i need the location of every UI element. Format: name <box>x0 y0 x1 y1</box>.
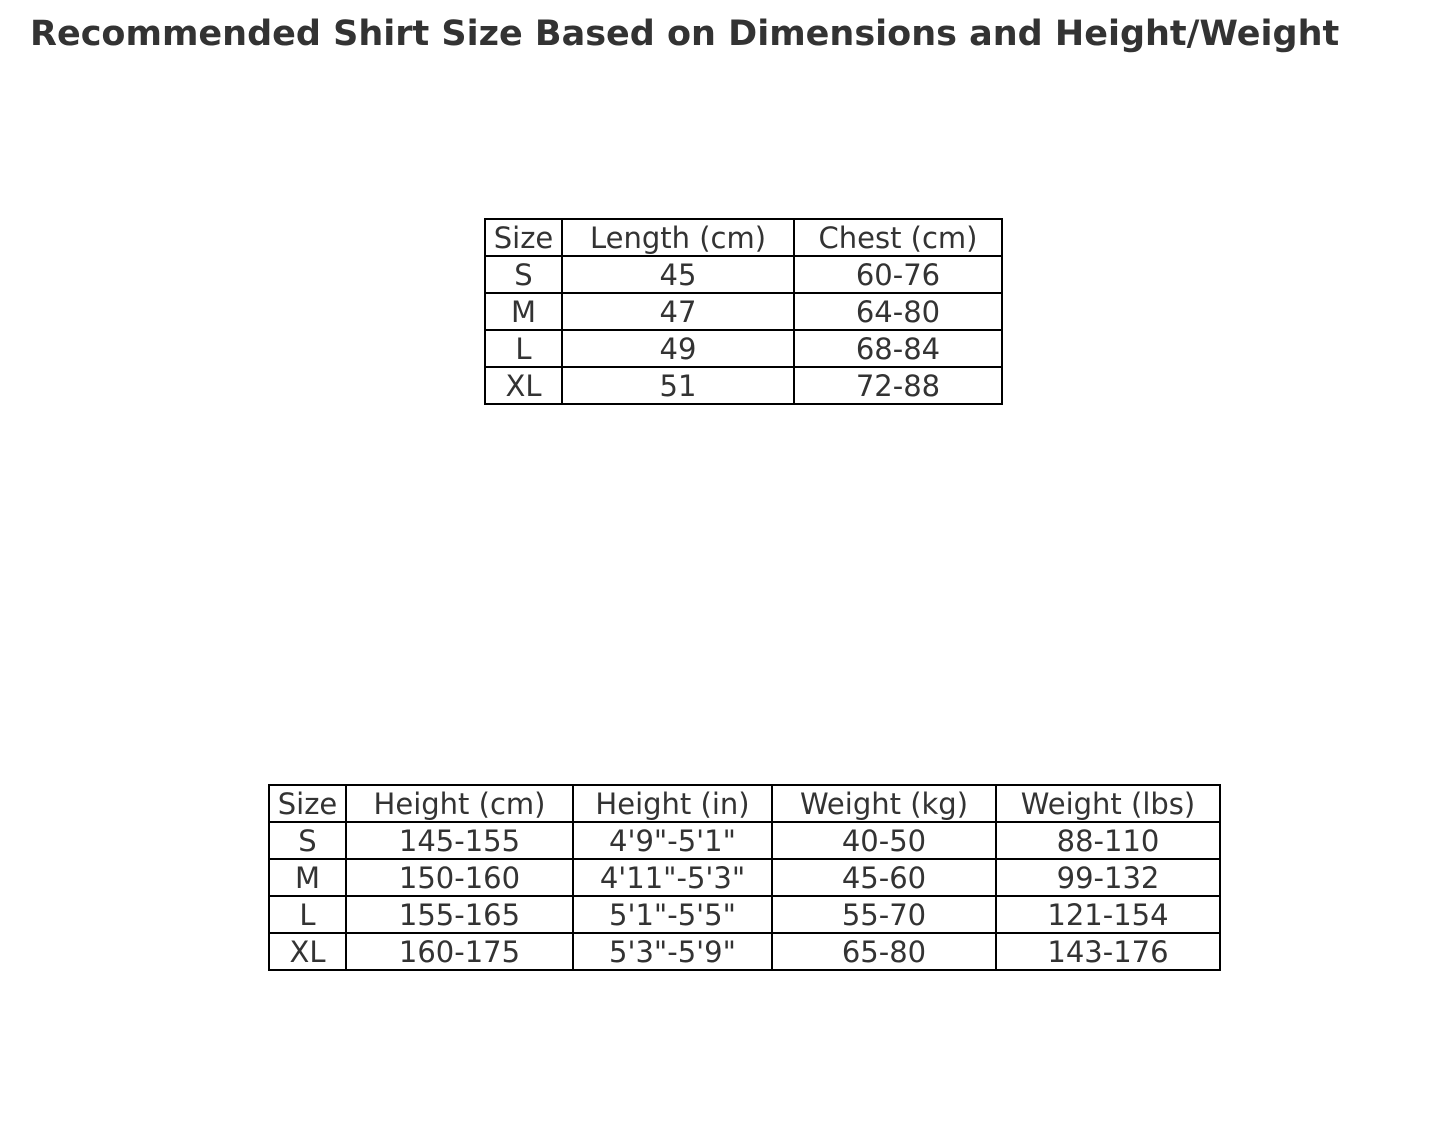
table-cell: 4'9"-5'1" <box>572 821 773 860</box>
table-cell: M <box>484 292 563 331</box>
figure-title: Recommended Shirt Size Based on Dimensio… <box>30 14 1340 54</box>
table-cell: 68-84 <box>793 329 1003 368</box>
table-cell: 40-50 <box>771 821 997 860</box>
table-cell: L <box>484 329 563 368</box>
table-cell: 72-88 <box>793 366 1003 405</box>
table-cell: L <box>268 895 347 934</box>
table-cell: 145-155 <box>345 821 574 860</box>
table-row: XL 160-175 5'3"-5'9" 65-80 143-176 <box>268 932 1221 971</box>
column-header: Height (in) <box>572 784 773 823</box>
table-cell: 51 <box>561 366 795 405</box>
column-header: Chest (cm) <box>793 218 1003 257</box>
table-cell: 5'1"-5'5" <box>572 895 773 934</box>
table-cell: 99-132 <box>995 858 1221 897</box>
table-cell: 60-76 <box>793 255 1003 294</box>
column-header: Weight (kg) <box>771 784 997 823</box>
table-cell: 5'3"-5'9" <box>572 932 773 971</box>
table-cell: S <box>268 821 347 860</box>
table-cell: 88-110 <box>995 821 1221 860</box>
table-cell: 55-70 <box>771 895 997 934</box>
height-weight-table: Size Height (cm) Height (in) Weight (kg) Wei… <box>268 784 1221 971</box>
column-header: Height (cm) <box>345 784 574 823</box>
column-header: Size <box>484 218 563 257</box>
table-cell: 121-154 <box>995 895 1221 934</box>
table-row: M 150-160 4'11"-5'3" 45-60 99-132 <box>268 858 1221 897</box>
header-row: Size Height (cm) Height (in) Weight (kg) Wei… <box>268 784 1221 823</box>
table-cell: 47 <box>561 292 795 331</box>
table-row: L 155-165 5'1"-5'5" 55-70 121-154 <box>268 895 1221 934</box>
table-row: XL 51 72-88 <box>484 366 1003 405</box>
table-cell: 45 <box>561 255 795 294</box>
column-header: Length (cm) <box>561 218 795 257</box>
header-row: Size Length (cm) Chest (cm) <box>484 218 1003 257</box>
table-cell: 65-80 <box>771 932 997 971</box>
table-row: S 45 60-76 <box>484 255 1003 294</box>
column-header: Size <box>268 784 347 823</box>
table-cell: XL <box>484 366 563 405</box>
table-row: M 47 64-80 <box>484 292 1003 331</box>
table-row: L 49 68-84 <box>484 329 1003 368</box>
column-header: Weight (lbs) <box>995 784 1221 823</box>
table-cell: 45-60 <box>771 858 997 897</box>
table-cell: 143-176 <box>995 932 1221 971</box>
table-cell: 150-160 <box>345 858 574 897</box>
table-cell: S <box>484 255 563 294</box>
table-cell: XL <box>268 932 347 971</box>
table-cell: 64-80 <box>793 292 1003 331</box>
table-cell: 4'11"-5'3" <box>572 858 773 897</box>
table-cell: 155-165 <box>345 895 574 934</box>
table-row: S 145-155 4'9"-5'1" 40-50 88-110 <box>268 821 1221 860</box>
table-cell: 49 <box>561 329 795 368</box>
shirt-dimensions-table: Size Length (cm) Chest (cm) S 45 60-76 M 47 64-8… <box>484 218 1003 405</box>
table-cell: M <box>268 858 347 897</box>
table-cell: 160-175 <box>345 932 574 971</box>
